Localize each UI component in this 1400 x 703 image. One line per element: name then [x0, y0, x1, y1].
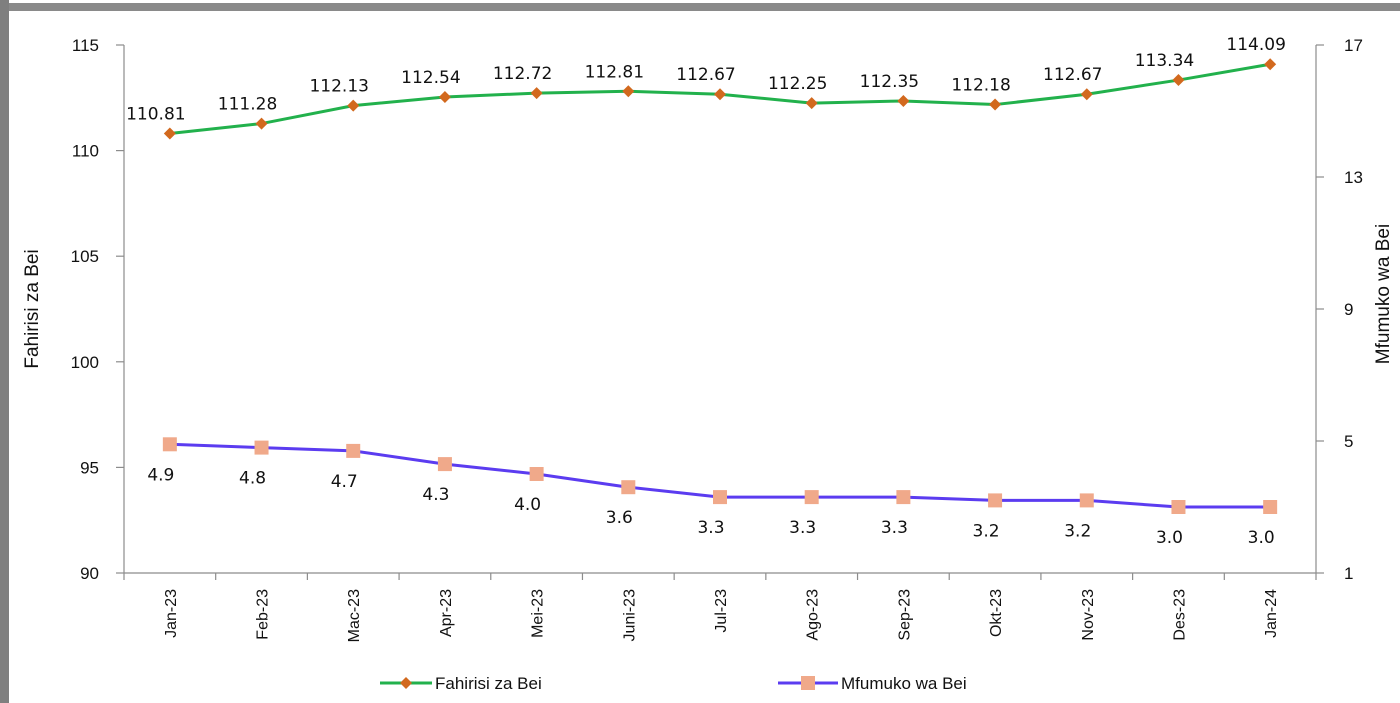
fahirisi-point-marker [530, 87, 543, 100]
legend-mfumuko-label: Mfumuko wa Bei [841, 674, 967, 693]
y-left-tick-label: 115 [72, 36, 99, 55]
y-right-tick-label: 17 [1344, 36, 1363, 55]
x-tick-label: Jan-24 [1263, 589, 1280, 638]
fahirisi-data-label: 112.67 [1043, 65, 1102, 85]
x-tick-label: Nov-23 [1080, 589, 1097, 641]
mfumuko-point-marker [346, 443, 361, 458]
mfumuko-point-marker [162, 437, 177, 452]
y-left-tick-label: 110 [72, 142, 99, 161]
window-frame-top [0, 0, 1400, 11]
mfumuko-point-marker [804, 490, 819, 505]
mfumuko-data-label: 3.6 [606, 508, 633, 528]
mfumuko-data-label: 3.0 [1248, 528, 1275, 548]
y-right-tick-label: 1 [1344, 564, 1353, 583]
fahirisi-point-marker [1172, 74, 1185, 87]
mfumuko-point-marker [1263, 500, 1278, 514]
fahirisi-data-label: 112.25 [768, 74, 827, 94]
chart-axes: 90 95 100 105 110 115 1 5 9 13 17 Jan-23 Feb-23 Mac-2… [71, 36, 1363, 642]
fahirisi-data-label: 112.81 [585, 62, 644, 82]
legend-fahirisi-label: Fahirisi za Bei [435, 674, 542, 693]
mfumuko-point-marker [896, 490, 911, 505]
fahirisi-data-label: 111.28 [218, 95, 277, 115]
mfumuko-data-label: 4.9 [147, 465, 174, 485]
mfumuko-point-marker [1171, 500, 1186, 514]
x-tick-label: Ago-23 [805, 589, 822, 641]
mfumuko-point-marker [621, 480, 636, 495]
x-tick-label: Juni-23 [621, 589, 638, 642]
x-tick-label: Feb-23 [255, 589, 272, 640]
mfumuko-data-label: 4.8 [239, 469, 266, 489]
fahirisi-point-marker [1080, 88, 1093, 101]
fahirisi-point-marker [622, 85, 635, 98]
x-tick-label: Des-23 [1171, 589, 1188, 641]
fahirisi-point-marker [438, 90, 451, 103]
fahirisi-data-label: 112.18 [951, 76, 1010, 96]
mfumuko-data-label: 3.2 [1064, 521, 1091, 541]
fahirisi-point-marker [163, 127, 176, 140]
y-axis-left-title: Fahirisi za Bei [22, 249, 43, 368]
fahirisi-data-label: 112.13 [309, 77, 368, 97]
x-tick-label: Mei-23 [530, 589, 547, 638]
fahirisi-point-marker [347, 99, 360, 112]
fahirisi-point-marker [805, 97, 818, 110]
mfumuko-point-marker [437, 457, 452, 472]
mfumuko-data-label: 4.0 [514, 495, 541, 515]
mfumuko-data-label: 3.3 [789, 518, 816, 538]
y-left-tick-label: 105 [71, 247, 99, 266]
mfumuko-data-label: 4.7 [331, 472, 358, 492]
window-frame-left [0, 0, 9, 703]
fahirisi-point-marker [255, 117, 268, 130]
fahirisi-point-marker [897, 94, 910, 107]
y-left-tick-label: 95 [80, 458, 99, 477]
fahirisi-data-label: 112.67 [676, 65, 735, 85]
x-tick-label: Okt-23 [988, 589, 1005, 637]
y-right-tick-label: 13 [1344, 168, 1363, 187]
mfumuko-point-marker [529, 467, 544, 481]
x-tick-label: Sep-23 [896, 589, 913, 641]
fahirisi-data-label: 113.34 [1135, 51, 1194, 71]
x-tick-label: Jan-23 [163, 589, 180, 638]
fahirisi-point-marker [989, 98, 1002, 111]
fahirisi-point-marker [714, 88, 726, 101]
fahirisi-data-label: 112.35 [860, 72, 919, 92]
mfumuko-point-marker [988, 493, 1003, 508]
y-right-tick-label: 9 [1344, 300, 1353, 319]
mfumuko-data-label: 3.3 [697, 518, 724, 538]
y-left-tick-label: 100 [71, 353, 99, 372]
fahirisi-data-label: 110.81 [126, 104, 185, 124]
y-axis-right-title: Mfumuko wa Bei [1373, 224, 1394, 364]
legend-fahirisi-swatch-marker [400, 677, 412, 689]
mfumuko-point-marker [1079, 493, 1094, 508]
series-data-labels: 110.81 111.28 112.13 112.54 112.72 112.81 112.… [126, 35, 1286, 548]
x-tick-label: Jul-23 [713, 589, 730, 633]
fahirisi-data-label: 114.09 [1226, 35, 1285, 55]
mfumuko-data-label: 4.3 [422, 485, 449, 505]
mfumuko-point-marker [713, 490, 727, 505]
mfumuko-point-marker [254, 440, 269, 455]
fahirisi-data-label: 112.72 [493, 64, 552, 84]
mfumuko-data-label: 3.2 [973, 521, 1000, 541]
fahirisi-data-label: 112.54 [401, 68, 460, 88]
y-right-tick-label: 5 [1344, 432, 1353, 451]
x-tick-label: Apr-23 [438, 589, 455, 637]
mfumuko-data-label: 3.0 [1156, 528, 1183, 548]
legend: Fahirisi za Bei Mfumuko wa Bei [380, 674, 967, 693]
series-lines [162, 58, 1278, 514]
legend-mfumuko-swatch-marker [801, 676, 815, 690]
fahirisi-point-marker [1264, 58, 1277, 71]
y-left-tick-label: 90 [80, 564, 99, 583]
x-tick-label: Mac-23 [346, 589, 363, 642]
mfumuko-data-label: 3.3 [881, 518, 908, 538]
